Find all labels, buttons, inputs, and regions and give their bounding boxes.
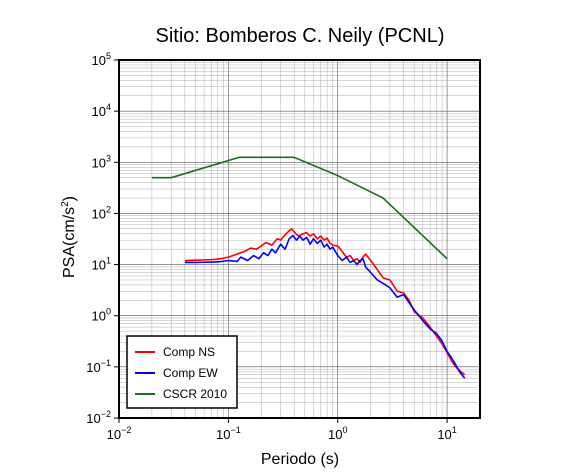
- y-axis-label-main: PSA(cm/s: [61, 207, 78, 278]
- y-axis-label-close: ): [61, 196, 78, 201]
- x-tick-base: 10: [328, 427, 342, 442]
- x-tick-label: 100: [328, 425, 347, 442]
- y-tick-label: 101: [92, 256, 111, 273]
- y-tick-exp: 2: [106, 204, 111, 214]
- y-tick-exp: 5: [106, 51, 111, 61]
- y-tick-label: 103: [92, 153, 111, 170]
- x-tick-exp: 0: [342, 425, 347, 435]
- x-tick-base: 10: [107, 427, 121, 442]
- x-tick-exp: −2: [121, 425, 131, 435]
- y-tick-base: 10: [92, 104, 106, 119]
- series-layer: [151, 156, 466, 379]
- x-tick-label: 101: [437, 425, 456, 442]
- x-tick-exp: −1: [230, 425, 240, 435]
- y-tick-exp: −2: [101, 409, 111, 419]
- y-tick-label: 102: [92, 204, 111, 221]
- y-tick-base: 10: [92, 155, 106, 170]
- y-tick-label: 104: [92, 102, 111, 119]
- y-tick-label: 10−1: [86, 358, 111, 375]
- y-tick-exp: 3: [106, 153, 111, 163]
- x-tick-label: 10−2: [107, 425, 132, 442]
- x-tick-exp: 1: [452, 425, 457, 435]
- y-axis-label-sup: 2: [60, 201, 71, 207]
- grid-lines: [118, 59, 481, 419]
- x-axis-label: Periodo (s): [261, 451, 339, 468]
- y-tick-base: 10: [92, 53, 106, 68]
- legend: Comp NS Comp EW CSCR 2010: [126, 335, 238, 409]
- series-line-comp-ew: [184, 234, 466, 379]
- x-tick-base: 10: [216, 427, 230, 442]
- y-tick-base: 10: [92, 309, 106, 324]
- y-tick-base: 10: [92, 206, 106, 221]
- y-tick-exp: 1: [106, 256, 111, 266]
- y-tick-base: 10: [86, 411, 100, 426]
- y-tick-base: 10: [92, 258, 106, 273]
- y-tick-exp: 4: [106, 102, 111, 112]
- legend-label-comp-ns: Comp NS: [163, 345, 215, 359]
- legend-label-cscr-2010: CSCR 2010: [163, 387, 227, 401]
- x-tick-label: 10−1: [216, 425, 241, 442]
- x-tick-base: 10: [437, 427, 451, 442]
- y-tick-base: 10: [86, 360, 100, 375]
- plot-frame: [118, 59, 481, 419]
- chart-title: Sitio: Bomberos C. Neily (PCNL): [156, 25, 445, 47]
- y-tick-exp: 0: [106, 307, 111, 317]
- y-axis-label: PSA(cm/s2): [60, 196, 78, 278]
- series-line-cscr-2010: [151, 156, 448, 260]
- legend-label-comp-ew: Comp EW: [163, 366, 218, 380]
- y-tick-exp: −1: [101, 358, 111, 368]
- y-tick-label: 10−2: [86, 409, 111, 426]
- y-tick-label: 105: [92, 51, 111, 68]
- y-tick-label: 100: [92, 307, 111, 324]
